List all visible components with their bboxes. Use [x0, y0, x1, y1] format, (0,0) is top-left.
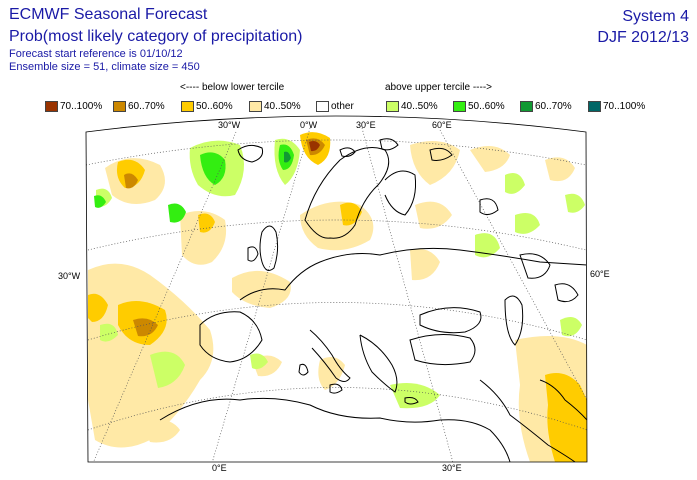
legend-label: other — [331, 100, 354, 112]
legend-item: 40..50% — [386, 99, 438, 113]
coastlines — [159, 138, 587, 462]
above-60-70-regions — [284, 151, 291, 163]
header-subtitle: Prob(most likely category of precipitati… — [9, 28, 303, 45]
legend-label: 50..60% — [196, 100, 233, 112]
lat-label-left: 30°W — [58, 271, 81, 281]
lon-label-top: 30°E — [356, 120, 376, 130]
legend-swatch — [588, 100, 601, 112]
legend-swatch — [453, 100, 466, 112]
legend-item: 70..100% — [588, 99, 645, 113]
lon-label-bottom: 0°E — [212, 463, 227, 473]
legend-item: 50..60% — [453, 99, 505, 113]
ensemble-size-text: Ensemble size = 51, climate size = 450 — [9, 61, 200, 73]
system-label: System 4 — [622, 8, 689, 25]
lon-label-bottom: 30°E — [442, 463, 462, 473]
legend-swatch — [113, 100, 126, 112]
legend-item: other — [316, 99, 354, 113]
legend-label: 50..60% — [468, 100, 505, 112]
legend-label: 40..50% — [264, 100, 301, 112]
legend-label: 40..50% — [401, 100, 438, 112]
legend-swatch — [386, 100, 399, 112]
lon-label-top: 30°W — [218, 120, 241, 130]
legend-item: 60..70% — [520, 99, 572, 113]
header-title: ECMWF Seasonal Forecast — [9, 6, 208, 23]
forecast-start-text: Forecast start reference is 01/10/12 — [9, 48, 183, 60]
legend-label: 70..100% — [60, 100, 103, 112]
legend-swatch — [316, 100, 329, 112]
above-50-60-regions — [94, 144, 294, 223]
legend-label: 70..100% — [603, 100, 646, 112]
legend-item: 60..70% — [113, 99, 165, 113]
legend-swatch — [45, 100, 58, 112]
legend-swatch — [249, 100, 262, 112]
below-70-100-regions — [309, 141, 320, 152]
above-tercile-label: above upper tercile ----> — [385, 82, 492, 93]
legend-label: 60..70% — [128, 100, 165, 112]
legend-swatch — [181, 100, 194, 112]
graticule-lines — [86, 127, 587, 462]
lat-label-right: 60°E — [590, 269, 610, 279]
lon-label-top: 60°E — [432, 120, 452, 130]
legend-swatch — [520, 100, 533, 112]
map-frame — [85, 115, 588, 463]
lon-label-top: 0°W — [300, 120, 318, 130]
legend-item: 40..50% — [249, 99, 301, 113]
legend-label: 60..70% — [535, 100, 572, 112]
season-label: DJF 2012/13 — [597, 29, 689, 46]
legend-item: 70..100% — [45, 99, 102, 113]
legend-item: 50..60% — [181, 99, 233, 113]
below-tercile-label: <---- below lower tercile — [180, 82, 285, 93]
